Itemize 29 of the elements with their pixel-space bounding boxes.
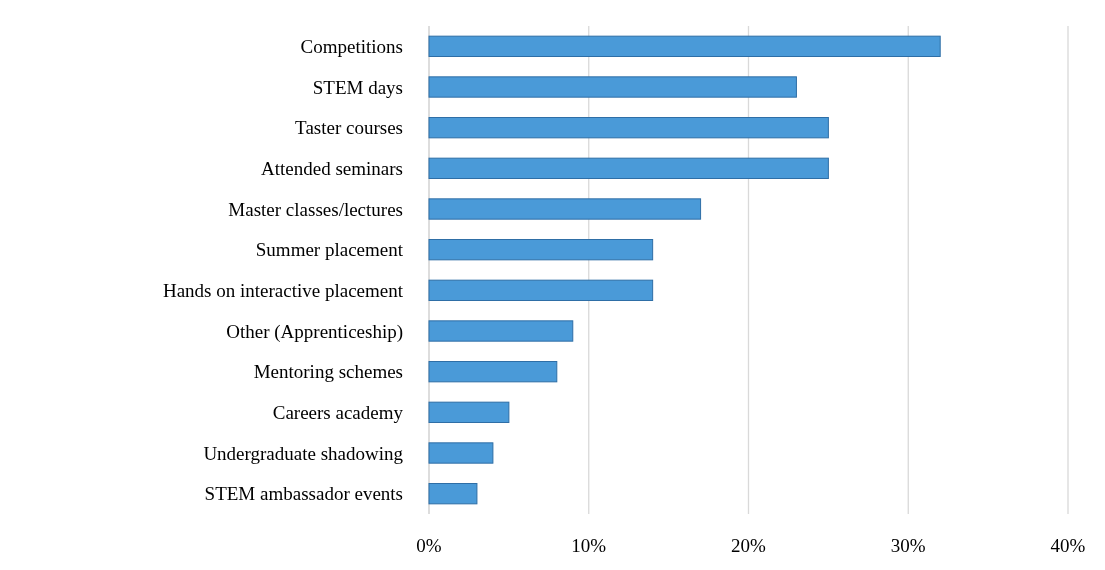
bar bbox=[428, 483, 478, 505]
bar bbox=[428, 198, 702, 220]
y-tick-label: Undergraduate shadowing bbox=[203, 442, 404, 464]
bar bbox=[428, 320, 574, 342]
y-tick-label: Mentoring schemes bbox=[253, 361, 403, 383]
y-tick-label: Other (Apprenticeship) bbox=[226, 320, 403, 343]
x-tick-label: 20% bbox=[731, 535, 767, 556]
y-tick-label: STEM days bbox=[312, 76, 403, 98]
bar bbox=[428, 76, 797, 98]
bar bbox=[428, 279, 654, 301]
y-tick-label: Summer placement bbox=[255, 239, 404, 261]
bar bbox=[428, 401, 510, 423]
bar bbox=[428, 157, 829, 179]
y-tick-label: STEM ambassador events bbox=[204, 483, 403, 505]
y-tick-label: Careers academy bbox=[272, 401, 404, 423]
y-tick-label: Competitions bbox=[300, 35, 403, 57]
x-tick-label: 10% bbox=[571, 535, 607, 556]
y-tick-label: Hands on interactive placement bbox=[162, 279, 404, 301]
x-tick-label: 30% bbox=[890, 535, 926, 556]
x-tick-label: 0% bbox=[416, 535, 442, 556]
bar bbox=[428, 117, 829, 139]
y-tick-label: Taster courses bbox=[295, 117, 403, 139]
bar bbox=[428, 35, 941, 57]
bar bbox=[428, 361, 558, 383]
bar bbox=[428, 442, 494, 464]
x-tick-label: 40% bbox=[1050, 535, 1086, 556]
bar bbox=[428, 239, 654, 261]
y-tick-label: Master classes/lectures bbox=[228, 198, 403, 220]
y-tick-label: Attended seminars bbox=[261, 157, 403, 179]
